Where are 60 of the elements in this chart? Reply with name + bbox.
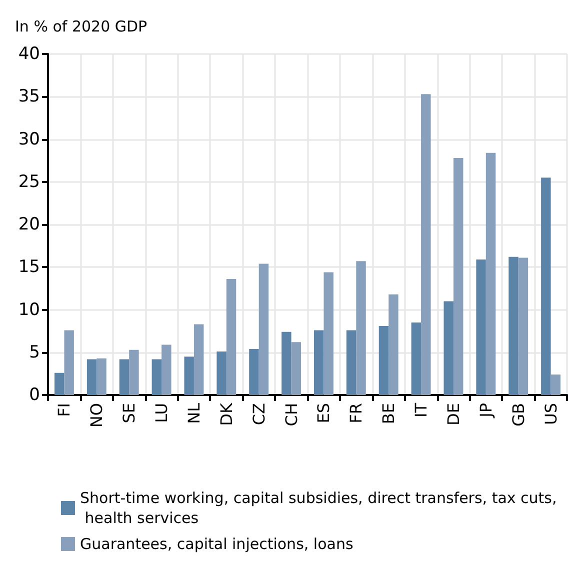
y-tick-label: 25 <box>18 172 40 192</box>
x-tick-label: CZ <box>249 402 268 426</box>
bar <box>346 330 356 395</box>
x-tick-label: IT <box>412 402 431 418</box>
y-tick-label: 15 <box>18 257 40 278</box>
y-tick-label: 35 <box>18 86 40 107</box>
x-tick-label: NL <box>184 402 204 424</box>
x-tick-label: CH <box>282 403 301 426</box>
bar <box>411 322 422 395</box>
y-axis-title: In % of 2020 GDP <box>15 18 148 36</box>
bar <box>282 332 292 395</box>
bar <box>184 356 194 395</box>
bar <box>129 350 139 395</box>
legend-label: Short-time working, capital subsidies, direct transfers, tax cuts, health services <box>80 489 557 527</box>
x-tick-label: FI <box>54 403 74 417</box>
bar <box>152 359 162 395</box>
y-tick-label: 0 <box>29 385 40 405</box>
bar <box>162 344 172 395</box>
bar <box>226 279 236 395</box>
bar <box>476 259 486 395</box>
y-tick-label: 40 <box>18 44 40 64</box>
bar <box>421 94 431 395</box>
bar <box>444 301 454 395</box>
bar <box>96 358 106 395</box>
bar <box>119 359 130 395</box>
x-tick-label: SE <box>120 403 139 424</box>
bar <box>508 256 518 395</box>
bar <box>258 264 269 395</box>
bar <box>378 326 389 395</box>
x-tick-label: LU <box>152 403 172 423</box>
x-tick-label: ES <box>314 403 334 424</box>
bar <box>64 330 74 395</box>
bar <box>194 324 204 395</box>
x-tick-label: DE <box>444 403 463 426</box>
x-tick-label: US <box>541 403 560 425</box>
bar <box>86 359 97 395</box>
y-tick-label: 10 <box>18 300 40 320</box>
bar <box>550 374 561 395</box>
bar <box>324 272 334 395</box>
x-tick-label: DK <box>216 402 236 426</box>
x-tick-label: GB <box>508 403 528 426</box>
x-tick-label: NO <box>87 403 106 428</box>
bar <box>388 294 398 395</box>
bar <box>518 258 528 395</box>
x-tick-label: FR <box>346 403 366 424</box>
x-tick-label: JP <box>476 402 496 418</box>
x-tick-label: BE <box>379 403 398 424</box>
bar <box>249 348 259 395</box>
bar <box>54 372 64 395</box>
legend-label: Guarantees, capital injections, loans <box>80 535 354 553</box>
bar <box>356 261 366 395</box>
bar <box>314 330 324 395</box>
bar <box>291 342 302 395</box>
bar <box>216 352 226 395</box>
y-tick-label: 30 <box>18 129 40 150</box>
y-tick-label: 5 <box>29 342 40 362</box>
y-tick-label: 20 <box>18 214 40 234</box>
bar <box>541 178 551 395</box>
bar <box>453 158 464 395</box>
bar <box>486 152 496 395</box>
